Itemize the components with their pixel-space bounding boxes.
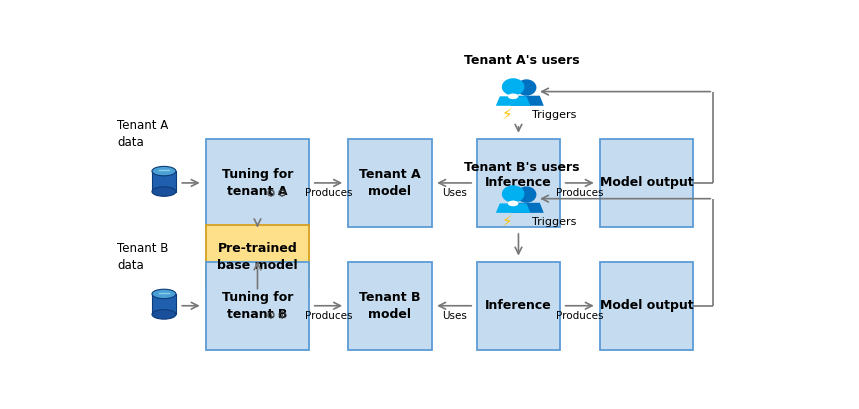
FancyBboxPatch shape [349, 262, 431, 350]
Ellipse shape [508, 200, 519, 206]
Ellipse shape [152, 289, 176, 299]
Text: Triggers: Triggers [532, 110, 576, 119]
Text: Uses: Uses [442, 188, 466, 198]
Text: Produces: Produces [556, 188, 604, 198]
Text: Tenant A
model: Tenant A model [359, 168, 421, 198]
Ellipse shape [502, 185, 525, 202]
Ellipse shape [502, 78, 525, 96]
Text: Model output: Model output [600, 176, 693, 189]
Ellipse shape [152, 166, 176, 176]
Ellipse shape [152, 310, 176, 319]
Polygon shape [496, 97, 531, 106]
Text: ⚡: ⚡ [502, 107, 513, 122]
Polygon shape [510, 203, 544, 213]
FancyBboxPatch shape [477, 139, 560, 227]
Text: Triggers: Triggers [532, 217, 576, 227]
Ellipse shape [516, 187, 536, 203]
Text: Model output: Model output [600, 299, 693, 312]
FancyBboxPatch shape [206, 225, 309, 288]
Text: Uses: Uses [442, 311, 466, 321]
Ellipse shape [508, 94, 519, 99]
Text: Pre-trained
base model: Pre-trained base model [217, 242, 298, 272]
Text: Tenant A
data: Tenant A data [118, 119, 168, 149]
Ellipse shape [152, 187, 176, 196]
FancyBboxPatch shape [206, 262, 309, 350]
Text: Tenant A's users: Tenant A's users [464, 54, 580, 67]
Text: Produces: Produces [305, 188, 352, 198]
FancyBboxPatch shape [600, 139, 693, 227]
Text: Tenant B's users: Tenant B's users [464, 161, 580, 174]
Polygon shape [496, 203, 531, 213]
Text: ⚙ ⚙: ⚙ ⚙ [265, 189, 287, 198]
FancyBboxPatch shape [349, 139, 431, 227]
Text: Produces: Produces [556, 311, 604, 321]
Bar [152, 171, 176, 191]
FancyBboxPatch shape [600, 262, 693, 350]
Text: Tuning for
tenant A: Tuning for tenant A [222, 168, 293, 198]
Text: Tenant B
data: Tenant B data [118, 242, 168, 272]
Polygon shape [510, 96, 544, 106]
FancyBboxPatch shape [477, 262, 560, 350]
Text: ⚙ ⚙: ⚙ ⚙ [265, 311, 287, 321]
Text: Tenant B
model: Tenant B model [359, 291, 421, 321]
Text: Tuning for
tenant B: Tuning for tenant B [222, 291, 293, 321]
FancyBboxPatch shape [206, 139, 309, 227]
Text: ⚡: ⚡ [502, 214, 513, 229]
Text: Inference: Inference [485, 176, 551, 189]
Text: Produces: Produces [305, 311, 352, 321]
Bar [152, 294, 176, 315]
Ellipse shape [516, 79, 536, 96]
Text: Inference: Inference [485, 299, 551, 312]
